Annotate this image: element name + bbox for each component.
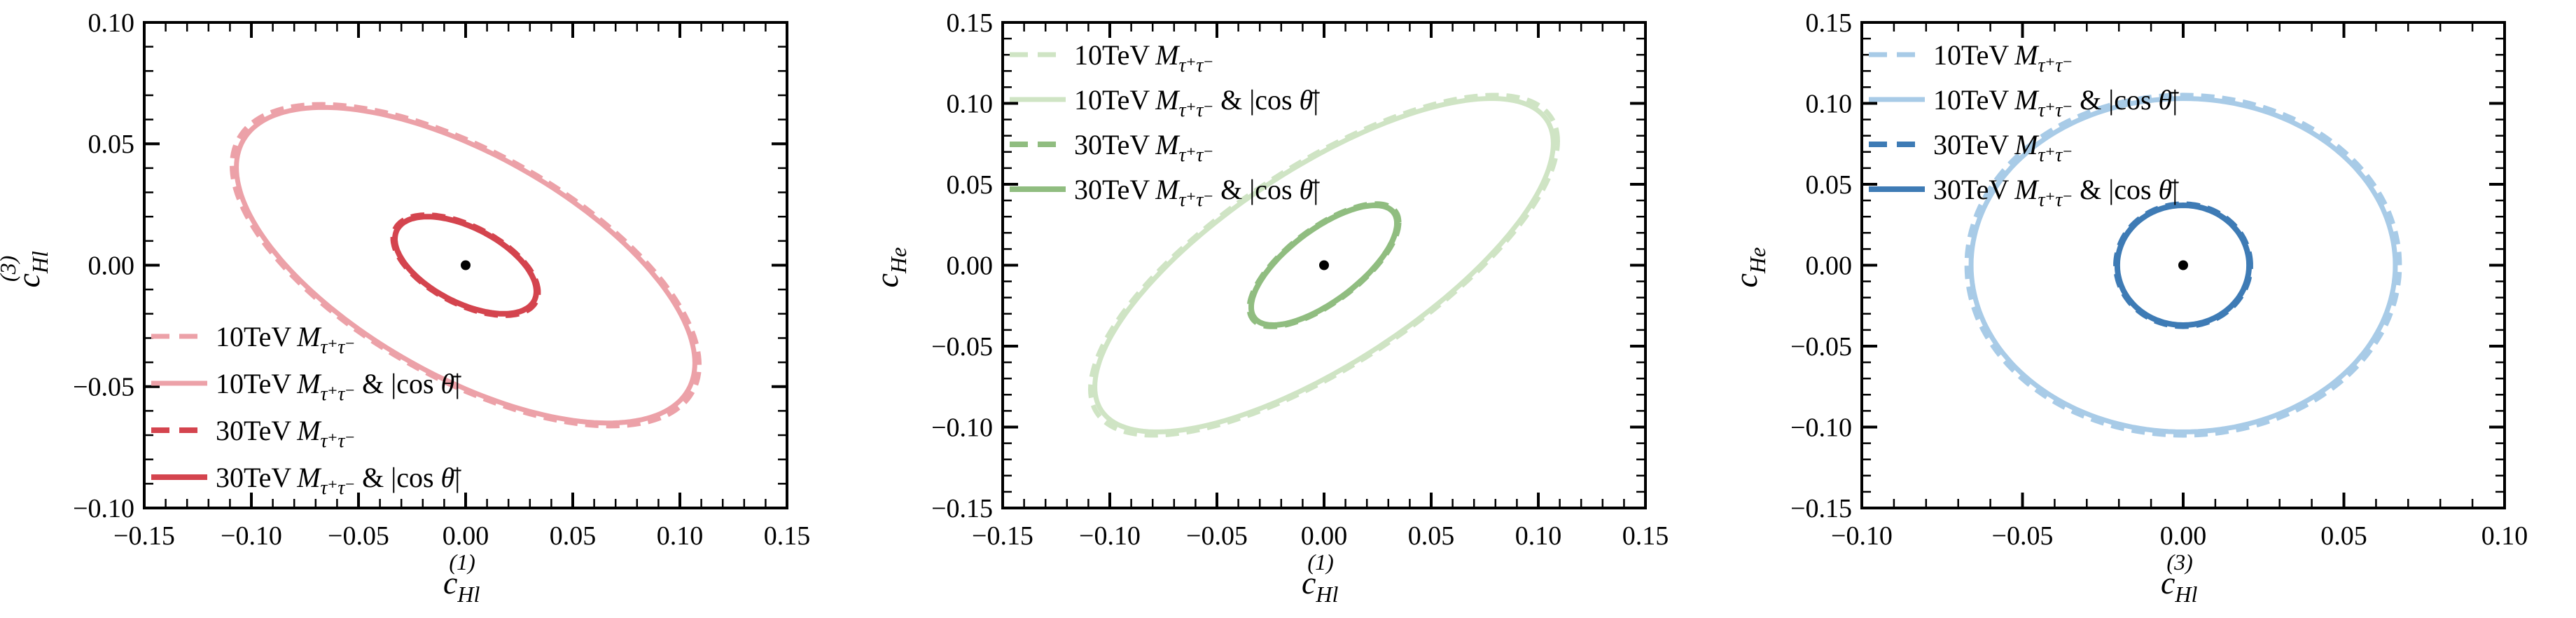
x-axis-label: cHl(3) (2161, 549, 2198, 607)
legend-item: 10TeV Mτ⁺τ⁻ & |cos θ̄| (1010, 84, 1321, 121)
contour-ellipse-2 (234, 104, 697, 426)
legend-item: 10TeV Mτ⁺τ⁻ (1868, 39, 2073, 76)
x-tick-label: −0.05 (328, 521, 389, 551)
legend-item: 30TeV Mτ⁺τ⁻ (151, 415, 355, 452)
legend-label: 30TeV Mτ⁺τ⁻ (1074, 129, 1213, 166)
x-tick-label: −0.10 (1831, 521, 1893, 551)
y-tick-label: −0.15 (1790, 494, 1852, 523)
x-tick-label: 0.05 (550, 521, 596, 551)
y-axis-label: cHl(3) (0, 251, 53, 288)
x-tick-label: 0.05 (2320, 521, 2367, 551)
contour-ellipse-1 (1964, 92, 2402, 438)
y-axis-label: cHe (869, 247, 911, 288)
x-axis-label: cHl(1) (443, 549, 480, 607)
x-tick-label: 0.15 (764, 521, 810, 551)
x-tick-label: −0.15 (113, 521, 175, 551)
x-axis-label: cHl(1) (1302, 549, 1339, 607)
legend-item: 30TeV Mτ⁺τ⁻ (1010, 129, 1213, 166)
y-tick-label: −0.10 (1790, 413, 1852, 442)
y-tick-label: −0.05 (1790, 332, 1852, 362)
legend-item: 30TeV Mτ⁺τ⁻ & |cos θ̄| (1010, 174, 1321, 211)
y-tick-label: 0.00 (88, 252, 134, 281)
y-tick-label: −0.10 (73, 494, 134, 523)
y-tick-label: 0.00 (947, 252, 993, 281)
x-tick-label: 0.10 (2481, 521, 2527, 551)
panel-green-chl1-che: −0.15 −0.10 −0.05 0.00 0.05 0.10 0.15 −0.15 −0.1… (869, 8, 1669, 607)
y-tick-label: 0.05 (88, 130, 134, 159)
legend-label: 10TeV Mτ⁺τ⁻ & |cos θ̄| (1933, 84, 2179, 121)
legend-label: 30TeV Mτ⁺τ⁻ & |cos θ̄| (1074, 174, 1320, 211)
legend-item: 30TeV Mτ⁺τ⁻ & |cos θ̄| (1868, 174, 2179, 211)
legend-label: 30TeV Mτ⁺τ⁻ & |cos θ̄| (1933, 174, 2179, 211)
x-tick-label: −0.15 (972, 521, 1033, 551)
x-axis-label-group: cHl(3) (2161, 549, 2198, 607)
center-point (1319, 260, 1330, 270)
y-tick-label: 0.10 (947, 90, 993, 119)
x-axis-label-group: cHl(1) (1302, 549, 1339, 607)
panel-red-chl1-chl3: −0.15 −0.10 −0.05 0.00 0.05 0.10 0.15−0.10−0.0… (0, 8, 810, 607)
x-axis-label-group: cHl(1) (443, 549, 480, 607)
contour-ellipse-1 (1088, 92, 1561, 438)
x-tick-label: 0.00 (2159, 521, 2206, 551)
x-tick-label: 0.05 (1408, 521, 1454, 551)
legend-label: 10TeV Mτ⁺τ⁻ (216, 321, 355, 358)
x-tick-label: 0.00 (443, 521, 489, 551)
y-tick-label: −0.05 (73, 373, 134, 402)
x-tick-label: −0.05 (1991, 521, 2053, 551)
y-tick-label: −0.10 (931, 413, 993, 442)
y-axis-label-group: cHl(3) (0, 251, 53, 288)
y-tick-label: 0.10 (1805, 90, 1851, 119)
contour-ellipse-2 (1968, 96, 2398, 434)
legend-label: 10TeV Mτ⁺τ⁻ (1074, 39, 1213, 76)
legend-label: 10TeV Mτ⁺τ⁻ & |cos θ̄| (216, 368, 461, 405)
x-tick-label: −0.05 (1186, 521, 1248, 551)
y-tick-label: 0.05 (947, 170, 993, 200)
x-tick-label: 0.10 (657, 521, 703, 551)
x-tick-label: −0.10 (221, 521, 282, 551)
y-tick-label: 0.05 (1805, 170, 1851, 200)
center-point (2178, 260, 2188, 270)
y-tick-label: −0.15 (931, 494, 993, 523)
legend-label: 10TeV Mτ⁺τ⁻ (1933, 39, 2073, 76)
x-tick-label: 0.15 (1622, 521, 1669, 551)
contour-ellipse-4 (2114, 202, 2252, 329)
x-tick-label: 0.10 (1515, 521, 1561, 551)
x-tick-label: −0.10 (1079, 521, 1141, 551)
contour-ellipse-2 (1092, 96, 1557, 434)
legend-item: 10TeV Mτ⁺τ⁻ (1010, 39, 1213, 76)
y-axis-label: cHe (1728, 247, 1770, 288)
contour-ellipse-4 (1248, 202, 1400, 329)
legend-label: 30TeV Mτ⁺τ⁻ & |cos θ̄| (216, 462, 461, 499)
y-tick-label: 0.00 (1805, 252, 1851, 281)
legend-label: 10TeV Mτ⁺τ⁻ & |cos θ̄| (1074, 84, 1320, 121)
legend-item: 10TeV Mτ⁺τ⁻ & |cos θ̄| (1868, 84, 2179, 121)
panel-blue-chl3-che: −0.10 −0.05 0.00 0.05 0.10−0.15−0.10−0.050.0… (1728, 8, 2528, 607)
legend-item: 30TeV Mτ⁺τ⁻ & |cos θ̄| (151, 462, 461, 499)
x-tick-label: 0.00 (1301, 521, 1347, 551)
y-tick-label: 0.10 (88, 8, 134, 38)
legend-item: 10TeV Mτ⁺τ⁻ & |cos θ̄| (151, 368, 461, 405)
center-point (460, 260, 471, 270)
y-tick-label: 0.15 (947, 8, 993, 38)
y-tick-label: 0.15 (1805, 8, 1851, 38)
legend-item: 10TeV Mτ⁺τ⁻ (151, 321, 355, 358)
y-axis-label-group: cHe (869, 247, 911, 288)
contour-ellipse-4 (391, 214, 540, 317)
legend-label: 30TeV Mτ⁺τ⁻ (1933, 129, 2073, 166)
y-axis-label-group: cHe (1728, 247, 1770, 288)
y-tick-label: −0.05 (931, 332, 993, 362)
legend-label: 30TeV Mτ⁺τ⁻ (216, 415, 355, 452)
